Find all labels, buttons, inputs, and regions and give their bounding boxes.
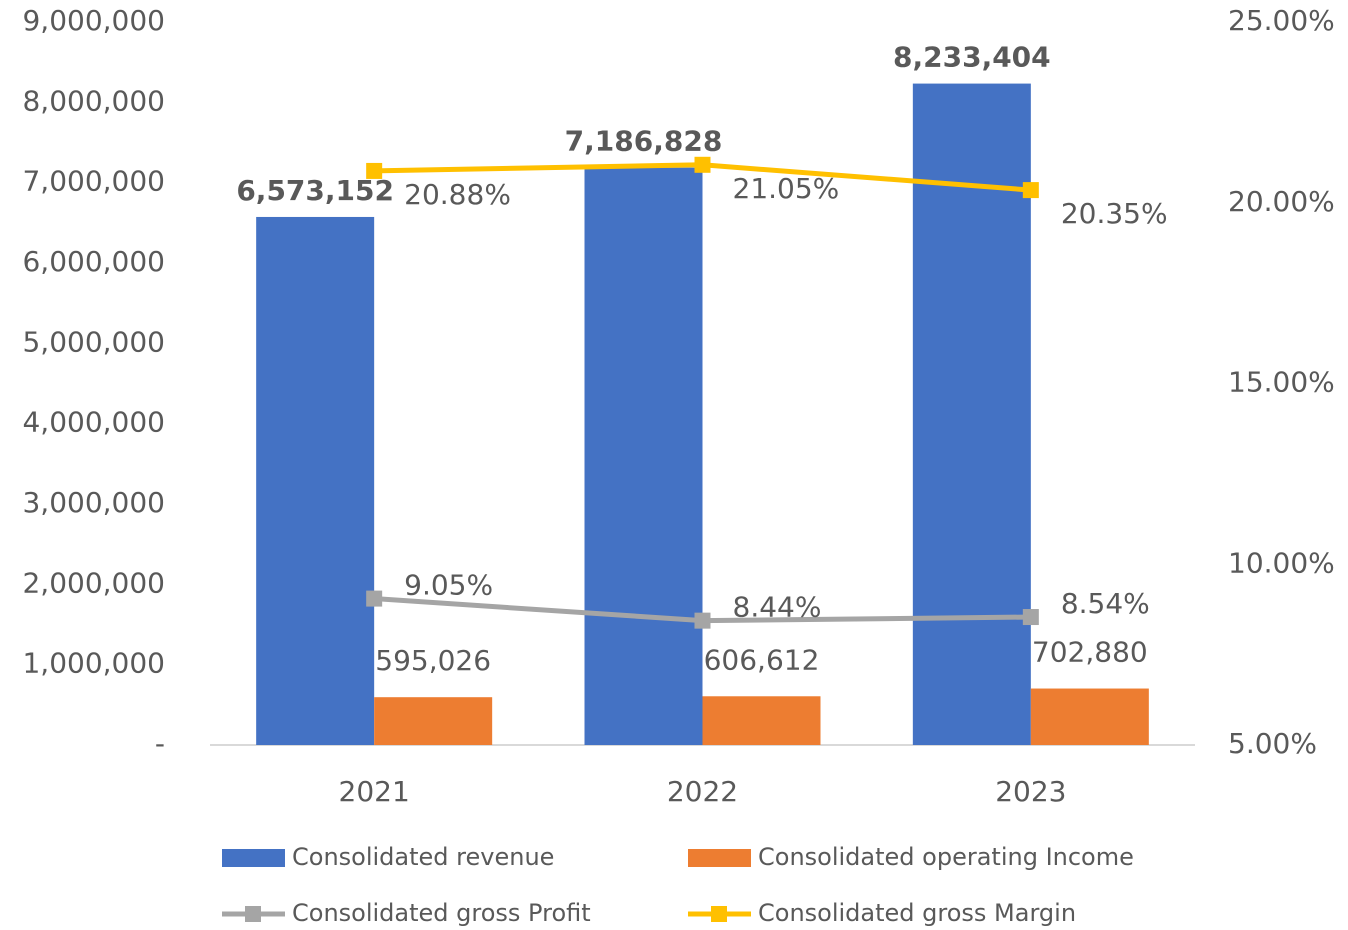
data-label: 20.88% <box>404 178 511 211</box>
legend-swatch <box>688 849 751 867</box>
y2-tick-label: 20.00% <box>1228 185 1335 218</box>
marker <box>1022 182 1039 199</box>
legend-label: Consolidated operating Income <box>758 843 1134 871</box>
x-tick-label: 2021 <box>339 775 410 808</box>
data-label: 702,880 <box>1032 636 1148 669</box>
y-tick-label: 8,000,000 <box>22 84 165 117</box>
y2-tick-label: 5.00% <box>1228 727 1317 760</box>
x-tick-label: 2022 <box>667 775 738 808</box>
legend-label: Consolidated gross Profit <box>292 899 591 927</box>
legend-label: Consolidated gross Margin <box>758 899 1076 927</box>
bar <box>702 696 821 745</box>
data-label: 21.05% <box>733 172 840 205</box>
marker <box>366 162 383 179</box>
x-tick-label: 2023 <box>995 775 1066 808</box>
y-tick-label: 1,000,000 <box>22 647 165 680</box>
marker <box>366 590 383 607</box>
bar <box>256 216 375 745</box>
legend-label: Consolidated revenue <box>292 843 554 871</box>
data-label: 20.35% <box>1061 197 1168 230</box>
y-tick-label: 3,000,000 <box>22 486 165 519</box>
data-label: 6,573,152 <box>236 174 394 207</box>
data-label: 606,612 <box>704 643 820 676</box>
y-tick-label: - <box>155 727 165 760</box>
y2-tick-label: 15.00% <box>1228 366 1335 399</box>
marker <box>694 156 711 173</box>
data-label: 8.54% <box>1061 587 1150 620</box>
marker <box>694 612 711 629</box>
y2-tick-label: 10.00% <box>1228 546 1335 579</box>
bar <box>374 697 493 745</box>
data-label: 7,186,828 <box>565 125 723 158</box>
marker <box>1022 609 1039 626</box>
y-tick-label: 2,000,000 <box>22 566 165 599</box>
y-tick-label: 4,000,000 <box>22 406 165 439</box>
y-tick-label: 9,000,000 <box>22 4 165 37</box>
y-tick-label: 6,000,000 <box>22 245 165 278</box>
data-label: 595,026 <box>375 644 491 677</box>
bar <box>584 167 703 746</box>
legend-swatch <box>222 849 285 867</box>
data-label: 8.44% <box>733 591 822 624</box>
y-tick-label: 7,000,000 <box>22 165 165 198</box>
data-label: 8,233,404 <box>893 41 1051 74</box>
legend-swatch <box>711 906 727 922</box>
bar <box>912 83 1031 746</box>
y-tick-label: 5,000,000 <box>22 325 165 358</box>
legend-swatch <box>245 906 261 922</box>
bar <box>1030 688 1149 745</box>
y2-tick-label: 25.00% <box>1228 4 1335 37</box>
data-label: 9.05% <box>404 569 493 602</box>
